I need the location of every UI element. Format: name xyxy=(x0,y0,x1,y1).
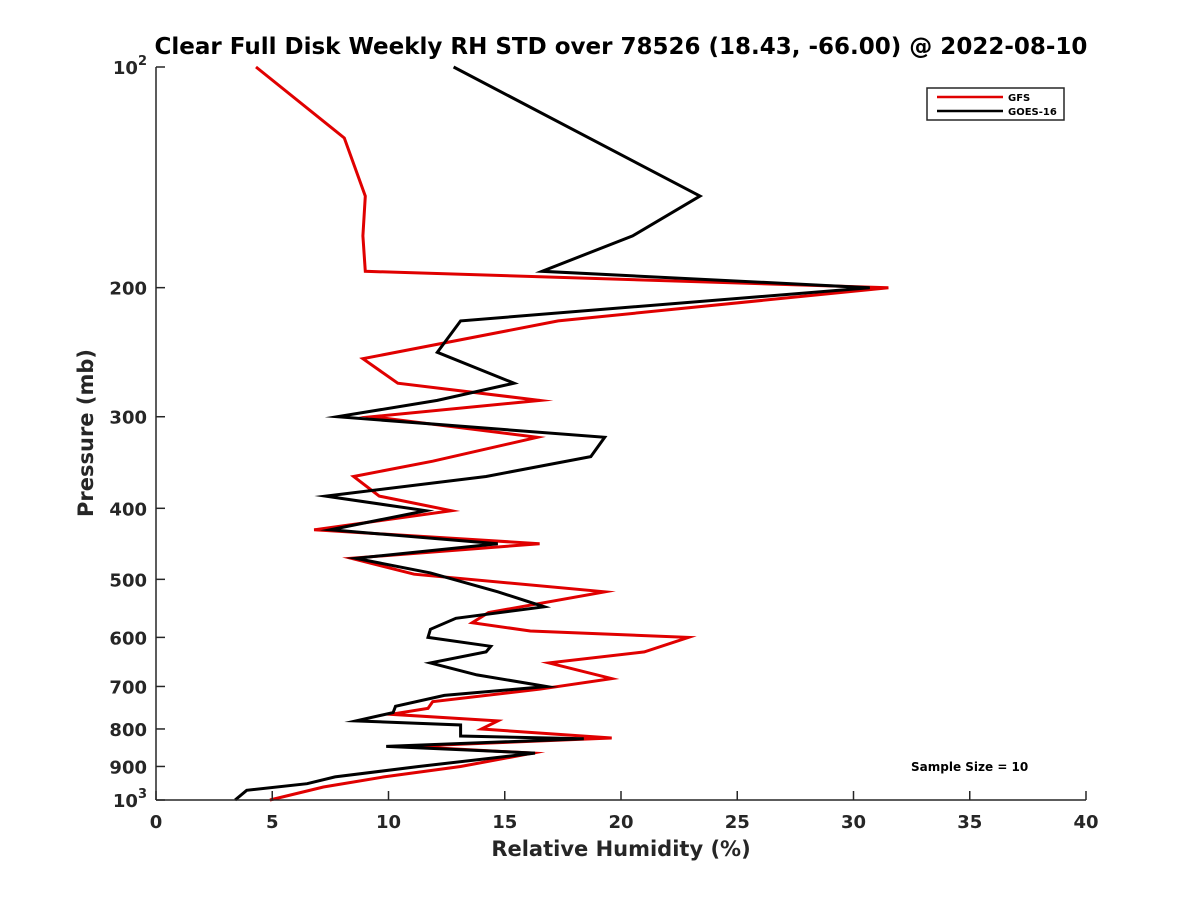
x-tick-label: 0 xyxy=(150,812,163,833)
y-tick-label: 200 xyxy=(109,279,147,300)
y-tick-label-exponent: 3 xyxy=(138,787,147,802)
legend-label-gfs: GFS xyxy=(1008,93,1030,104)
y-axis-label: Pressure (mb) xyxy=(74,349,98,517)
series-layer xyxy=(234,65,889,802)
y-tick-label: 600 xyxy=(109,628,147,649)
sample-size-annotation: Sample Size = 10 xyxy=(911,760,1028,774)
y-tick-label-base: 10 xyxy=(113,58,138,79)
legend-label-goes16: GOES-16 xyxy=(1008,107,1057,118)
y-tick-label-exponent: 2 xyxy=(138,54,147,69)
x-tick-label: 5 xyxy=(266,812,279,833)
x-tick-label: 20 xyxy=(608,812,633,833)
y-tick-label: 300 xyxy=(109,408,147,429)
x-axis-ticks: 0 5 10 15 20 25 30 35 40 xyxy=(150,791,1099,833)
series-line-gfs xyxy=(255,65,889,802)
y-tick-label: 800 xyxy=(109,720,147,741)
chart-title: Clear Full Disk Weekly RH STD over 78526… xyxy=(155,34,1088,60)
y-tick-label: 500 xyxy=(109,570,147,591)
y-tick-label: 103 xyxy=(113,787,147,812)
x-axis-label: Relative Humidity (%) xyxy=(491,837,750,861)
series-line-goes16 xyxy=(234,65,870,802)
x-tick-label: 30 xyxy=(841,812,866,833)
y-tick-label: 400 xyxy=(109,499,147,520)
y-tick-label: 900 xyxy=(109,757,147,778)
y-tick-label: 102 xyxy=(113,54,147,79)
x-tick-label: 40 xyxy=(1073,812,1098,833)
x-tick-label: 35 xyxy=(957,812,982,833)
x-tick-label: 15 xyxy=(492,812,517,833)
x-tick-label: 25 xyxy=(725,812,750,833)
legend: GFS GOES-16 xyxy=(926,87,1065,121)
y-tick-label-base: 10 xyxy=(113,791,138,812)
y-tick-label: 700 xyxy=(109,677,147,698)
x-tick-label: 10 xyxy=(376,812,401,833)
legend-box xyxy=(926,87,1065,121)
